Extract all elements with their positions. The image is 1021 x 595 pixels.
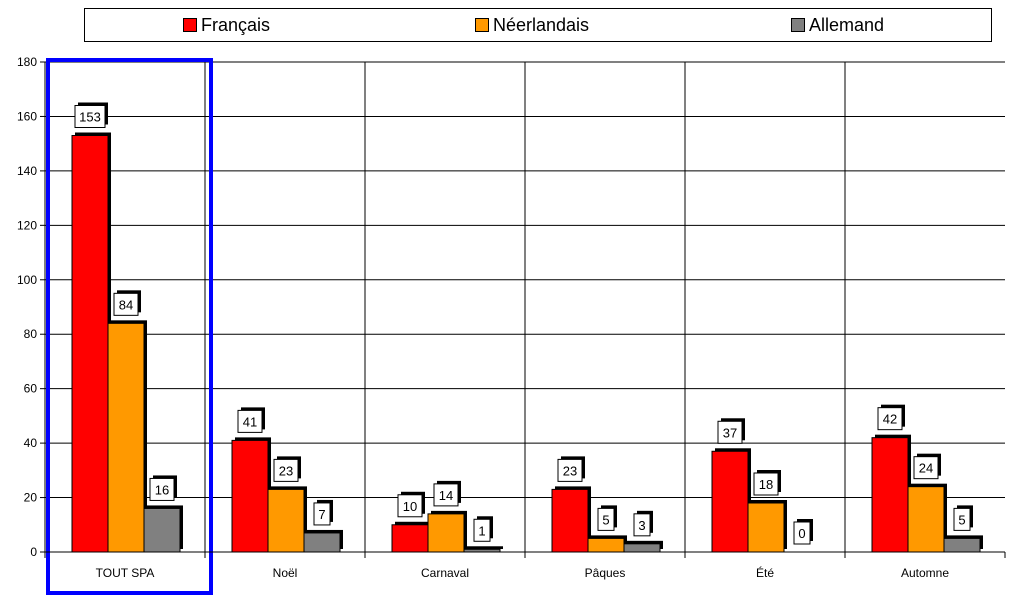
data-label-box-francais-ete [717, 420, 743, 444]
data-label-neerlandais-automne: 24 [919, 461, 933, 476]
legend-item-francais: Français [183, 9, 270, 41]
data-label-box-allemand-paques [633, 513, 651, 537]
data-label-box-neerlandais-tout-spa [113, 292, 139, 316]
bar-francais-paques [551, 488, 589, 553]
bar-francais-automne [871, 437, 909, 553]
legend-label-francais: Français [201, 14, 271, 35]
bars-layer [71, 132, 983, 553]
data-label-box-allemand-carnaval [473, 518, 491, 542]
data-label-box-francais-carnaval [397, 494, 423, 518]
data-label-francais-noel: 41 [243, 414, 257, 429]
legend-item-neerlandais: Néerlandais [475, 9, 589, 41]
grid-layer [45, 61, 1005, 553]
y-tick-label: 60 [24, 382, 38, 396]
bar-francais-carnaval [391, 524, 429, 553]
y-tick-label: 160 [17, 109, 37, 123]
x-tick-label-noel: Noël [273, 566, 298, 580]
legend-label-allemand: Allemand [809, 14, 885, 35]
data-label-allemand-automne: 5 [958, 512, 965, 527]
data-label-allemand-ete: 0 [798, 526, 805, 541]
bar-allemand-noel [303, 532, 341, 553]
bar-allemand-tout-spa [143, 507, 181, 553]
data-label-box-neerlandais-paques [597, 507, 615, 531]
y-tick-label: 100 [17, 273, 37, 287]
bar-francais-noel [231, 439, 269, 553]
bar-neerlandais-tout-spa [107, 322, 145, 553]
data-label-francais-automne: 42 [883, 412, 897, 427]
y-tick-label: 20 [24, 491, 38, 505]
data-label-box-neerlandais-carnaval [433, 483, 459, 507]
y-tick-label: 0 [30, 545, 37, 559]
data-label-neerlandais-paques: 5 [602, 512, 609, 527]
data-label-box-allemand-ete [793, 521, 811, 545]
data-label-box-francais-paques [557, 458, 583, 482]
x-tick-label-paques: Pâques [585, 566, 626, 580]
bar-neerlandais-automne [907, 486, 945, 553]
legend-swatch-allemand [791, 18, 805, 32]
data-labels-layer: 153 41 10 23 37 42 84 23 14 5 18 24 16 7 1 3 0 5 [46, 58, 973, 595]
legend-swatch-neerlandais [475, 18, 489, 32]
bar-neerlandais-paques [587, 537, 625, 553]
x-tick-label-carnaval: Carnaval [421, 566, 469, 580]
data-label-francais-ete: 37 [723, 425, 737, 440]
data-label-allemand-tout-spa: 16 [155, 482, 169, 497]
bar-francais-ete [711, 450, 749, 553]
x-tick-label-automne: Automne [901, 566, 949, 580]
chart-legend: Français Néerlandais Allemand [84, 8, 992, 42]
bar-neerlandais-carnaval [427, 513, 465, 553]
y-tick-label: 120 [17, 218, 37, 232]
data-label-box-neerlandais-noel [273, 458, 299, 482]
legend-item-allemand: Allemand [791, 9, 884, 41]
data-label-francais-tout-spa: 153 [79, 110, 101, 125]
bar-shadow-allemand-carnaval [467, 546, 503, 549]
x-tick-label-tout-spa: TOUT SPA [96, 566, 155, 580]
data-label-box-francais-noel [237, 409, 263, 433]
legend-label-neerlandais: Néerlandais [493, 14, 590, 35]
highlight-box [46, 58, 213, 595]
data-label-neerlandais-carnaval: 14 [439, 488, 453, 503]
data-label-francais-carnaval: 10 [403, 499, 417, 514]
x-tick-label-ete: Été [756, 565, 774, 580]
data-label-allemand-paques: 3 [638, 518, 645, 533]
data-label-box-allemand-noel [313, 502, 331, 526]
bar-francais-tout-spa [71, 135, 109, 553]
bar-neerlandais-noel [267, 488, 305, 553]
data-label-francais-paques: 23 [563, 463, 577, 478]
data-label-neerlandais-noel: 23 [279, 463, 293, 478]
data-label-neerlandais-tout-spa: 84 [119, 297, 133, 312]
data-label-box-neerlandais-ete [753, 472, 779, 496]
data-label-box-francais-automne [877, 407, 903, 431]
y-tick-label: 140 [17, 164, 37, 178]
y-tick-label: 40 [24, 436, 38, 450]
y-tick-label: 80 [24, 327, 38, 341]
legend-swatch-francais [183, 18, 197, 32]
data-label-box-allemand-tout-spa [149, 477, 175, 501]
bar-allemand-paques [623, 543, 661, 553]
y-tick-label: 180 [17, 55, 37, 69]
data-label-allemand-carnaval: 1 [478, 523, 485, 538]
data-label-box-neerlandais-automne [913, 456, 939, 480]
data-label-allemand-noel: 7 [318, 507, 325, 522]
data-label-box-allemand-automne [953, 507, 971, 531]
bar-allemand-automne [943, 537, 981, 553]
bar-neerlandais-ete [747, 502, 785, 553]
data-label-box-francais-tout-spa [74, 105, 106, 128]
data-label-neerlandais-ete: 18 [759, 477, 773, 492]
